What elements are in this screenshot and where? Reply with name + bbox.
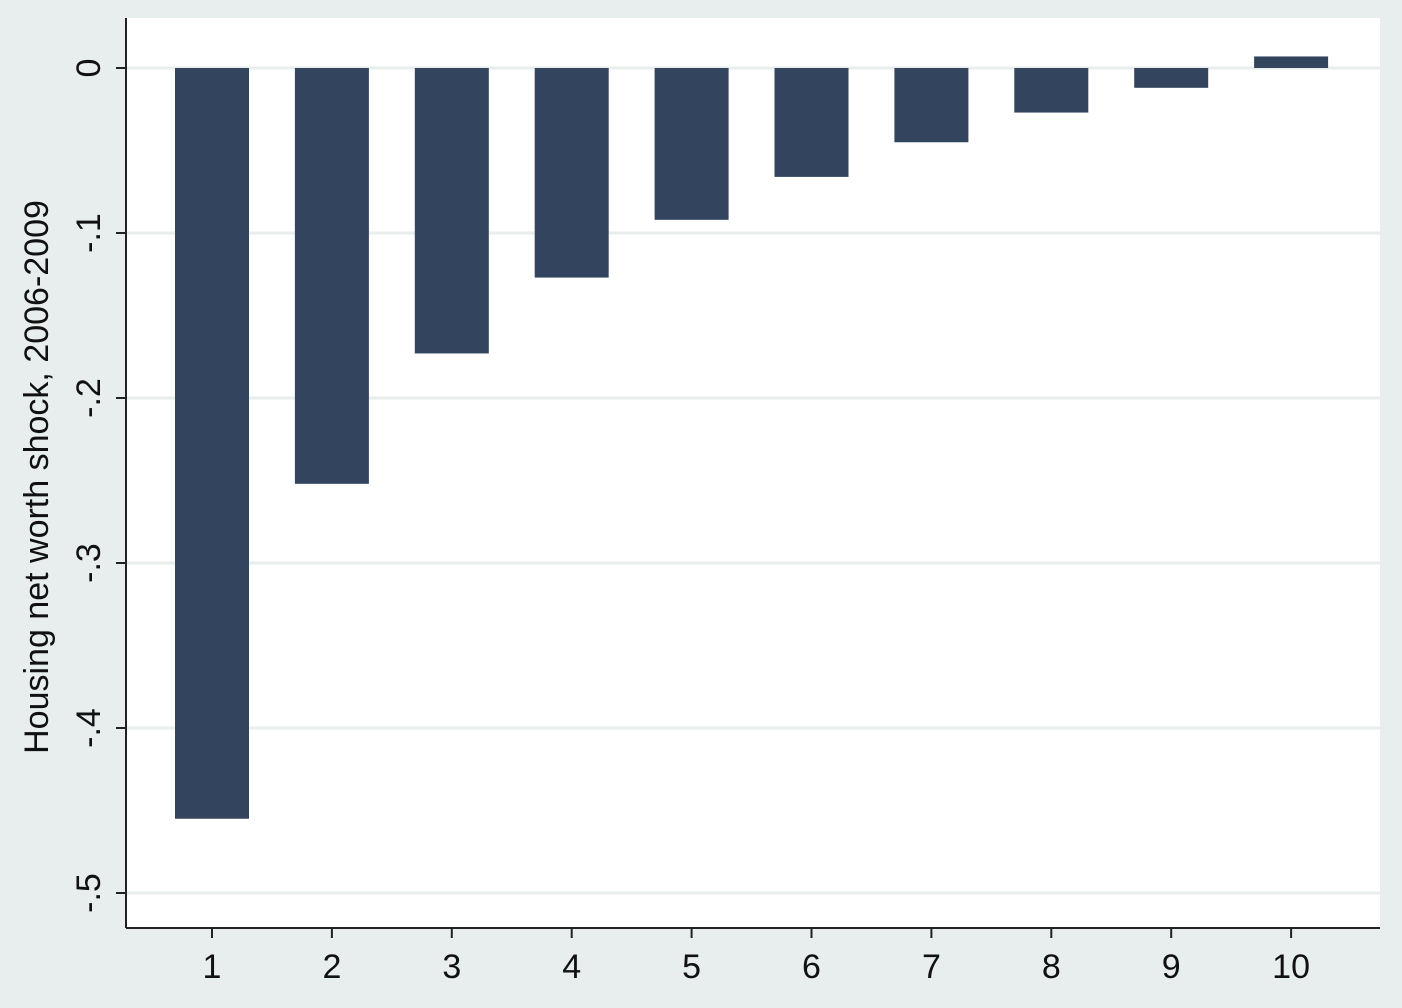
bar-6 [774,68,849,177]
x-tick-label: 3 [442,948,461,986]
y-axis-title: Housing net worth shock, 2006-2009 [18,200,56,754]
bar-7 [894,68,969,143]
axes [116,18,1380,938]
y-tick-labels: 0 -.1 -.2 -.3 -.4 -.5 [70,59,108,913]
y-tick-label: -.3 [70,543,108,583]
y-tick-label: 0 [70,59,108,78]
x-tick-label: 8 [1042,948,1061,986]
y-tick-label: -.5 [70,873,108,913]
bar-5 [654,68,729,220]
bar-2 [294,68,369,484]
x-tick-label: 9 [1162,948,1181,986]
bar-9 [1134,68,1209,88]
x-tick-label: 6 [802,948,821,986]
y-tick-label: -.2 [70,378,108,418]
x-tick-label: 10 [1272,948,1310,986]
bars [175,56,1329,819]
x-tick-labels: 1 2 3 4 5 6 7 8 9 10 [203,948,1310,986]
x-tick-label: 5 [682,948,701,986]
bar-1 [175,68,249,819]
bar-4 [534,68,609,278]
y-tick-label: -.4 [70,708,108,748]
x-tick-label: 4 [562,948,581,986]
x-tick-label: 2 [322,948,341,986]
bar-10 [1254,56,1329,68]
x-tick-label: 1 [203,948,222,986]
bar-3 [414,68,489,354]
x-tick-label: 7 [922,948,941,986]
bar-8 [1014,68,1089,113]
y-tick-label: -.1 [70,213,108,253]
